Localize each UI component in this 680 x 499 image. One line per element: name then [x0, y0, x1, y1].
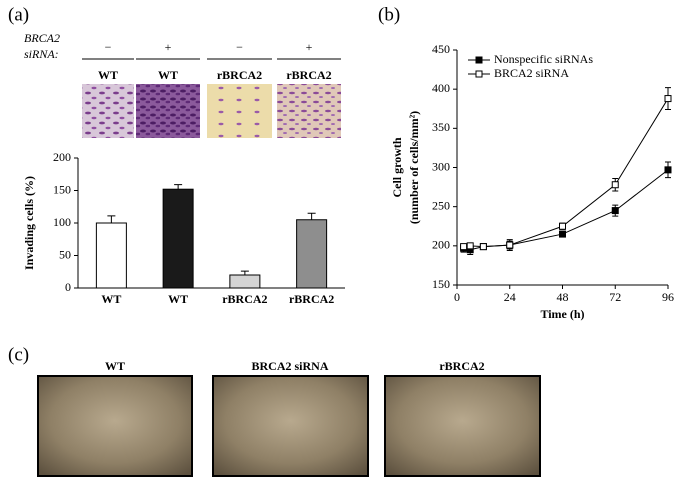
marker: [506, 241, 514, 249]
error-bar: [307, 212, 316, 220]
image-label: rBRCA2: [439, 359, 484, 373]
y-tick-label: 350: [432, 120, 450, 134]
marker: [466, 242, 474, 250]
sign: +: [165, 40, 172, 54]
y-tick-label: 150: [53, 182, 71, 196]
series-line: [463, 169, 669, 251]
marker: [664, 95, 672, 103]
sign: +: [306, 40, 313, 54]
bar: [229, 274, 261, 289]
y-axis-label: (number of cells/mm²): [407, 111, 421, 224]
micrograph: [277, 84, 341, 138]
image-label: rBRCA2: [286, 68, 331, 82]
error-bar: [240, 270, 249, 275]
x-tick-label: 24: [504, 290, 516, 304]
panel-label: (a): [8, 4, 29, 25]
x-tick-label: WT: [168, 292, 188, 306]
legend-label: BRCA2 siRNA: [494, 66, 569, 80]
y-tick-label: 400: [432, 81, 450, 95]
x-tick-label: rBRCA2: [222, 292, 267, 306]
image-label: BRCA2 siRNA: [251, 359, 328, 373]
sign: −: [105, 40, 112, 54]
micrograph: [136, 84, 200, 138]
bar: [95, 222, 127, 289]
x-tick-label: 72: [609, 290, 621, 304]
marker: [559, 222, 566, 230]
y-tick-label: 50: [59, 247, 71, 261]
y-tick-label: 450: [432, 42, 450, 56]
x-tick-label: 48: [557, 290, 569, 304]
micrograph: [37, 375, 193, 477]
marker: [664, 166, 672, 174]
panel-label: (b): [378, 4, 400, 25]
x-tick-label: 0: [454, 290, 460, 304]
bar: [162, 188, 194, 289]
legend-marker: [475, 56, 483, 64]
y-tick-label: 150: [432, 277, 450, 291]
error-bar: [174, 184, 183, 190]
y-tick-label: 300: [432, 159, 450, 173]
row-label: BRCA2: [24, 31, 60, 45]
marker: [460, 243, 468, 251]
micrograph: [212, 375, 369, 477]
y-axis-label: Invading cells (%): [22, 176, 36, 270]
row-label: siRNA:: [24, 47, 59, 61]
marker: [479, 243, 487, 251]
legend-label: Nonspecific siRNAs: [494, 52, 593, 66]
image-label: WT: [98, 68, 118, 82]
image-label: WT: [158, 68, 178, 82]
y-tick-label: 200: [53, 150, 71, 164]
micrograph: [82, 84, 134, 138]
image-label: rBRCA2: [217, 68, 262, 82]
x-tick-label: WT: [101, 292, 121, 306]
y-tick-label: 100: [53, 215, 71, 229]
panel-label: (c): [8, 344, 29, 365]
error-bar: [107, 215, 116, 223]
x-axis-label: Time (h): [540, 307, 584, 321]
marker: [559, 230, 566, 238]
sign: −: [236, 40, 243, 54]
micrograph: [207, 84, 272, 138]
y-tick-label: 0: [65, 280, 71, 294]
legend-marker: [475, 70, 483, 78]
image-label: WT: [105, 359, 125, 373]
x-tick-label: 96: [662, 290, 674, 304]
marker: [611, 207, 619, 215]
marker: [611, 181, 619, 189]
x-tick-label: rBRCA2: [289, 292, 334, 306]
panel-a-images: [82, 84, 341, 138]
bar: [296, 219, 328, 289]
y-axis-label: Cell growth: [390, 137, 404, 197]
micrograph: [384, 375, 541, 477]
panel-c-images: [37, 375, 541, 477]
y-tick-label: 250: [432, 198, 450, 212]
y-tick-label: 200: [432, 238, 450, 252]
